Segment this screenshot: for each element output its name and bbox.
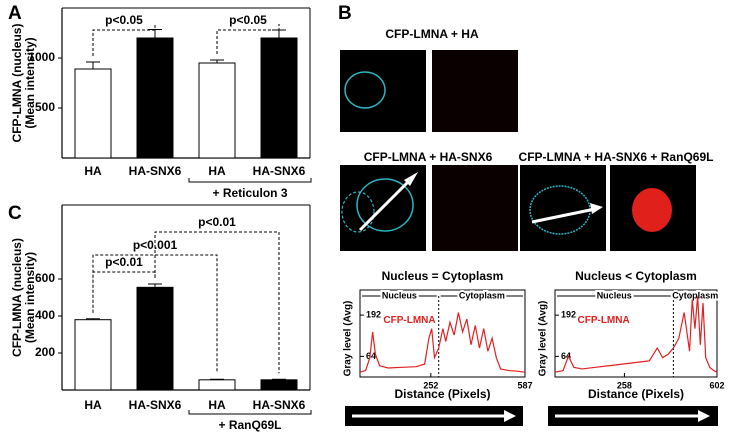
x-tick-label: HA-SNX6 [253, 398, 306, 412]
bar [198, 379, 236, 391]
y-axis-label: CFP-LMNA (nucleus) [10, 24, 24, 143]
y-axis-label: Gray level (Avg) [343, 301, 354, 377]
region-label: Nucleus [597, 290, 632, 300]
panel-label: A [8, 3, 22, 24]
x-axis-label: Distance (Pixels) [588, 387, 684, 401]
region-label: Cytoplasm [459, 290, 505, 300]
micrographs [340, 50, 718, 426]
x-tick-label: 602 [709, 380, 724, 390]
group-bracket [188, 410, 312, 415]
region-label: Nucleus [382, 290, 417, 300]
y-axis-label: (Mean intensity) [23, 252, 37, 343]
y-tick-label: 192 [561, 310, 576, 320]
image-title: CFP-LMNA + HA-SNX6 [364, 150, 493, 164]
series-label: CFP-LMNA [383, 315, 435, 326]
significance-bracket [92, 254, 218, 374]
profile-line [554, 296, 718, 373]
group-label: + Reticulon 3 [212, 186, 287, 200]
y-tick-label: 1000 [28, 50, 55, 64]
group-label: + RanQ69L [218, 418, 281, 432]
region-label: Cytoplasm [672, 290, 718, 300]
x-tick-label: 252 [423, 380, 438, 390]
y-tick-label: 192 [366, 310, 381, 320]
y-tick-label: 600 [35, 271, 55, 285]
panel-label: C [8, 203, 22, 224]
bar [136, 286, 174, 391]
bar [74, 319, 112, 391]
y-tick-label: 200 [35, 345, 55, 359]
x-tick-label: HA [208, 398, 226, 412]
image-title: CFP-LMNA + HA-SNX6 + RanQ69L [519, 150, 714, 164]
group-bracket [188, 178, 312, 183]
significance-label: p<0.05 [229, 13, 267, 27]
plot-frame [554, 289, 718, 378]
bar [74, 68, 112, 159]
x-axis-label: Distance (Pixels) [394, 387, 490, 401]
significance-label: p<0.01 [105, 255, 143, 269]
profile-line [359, 312, 526, 373]
y-axis-label: CFP-LMNA (nucleus) [10, 238, 24, 357]
chart-title: Nucleus < Cytoplasm [575, 269, 697, 283]
y-tick-label: 500 [35, 100, 55, 114]
x-tick-label: HA-SNX6 [129, 164, 182, 178]
x-tick-label: HA [208, 164, 226, 178]
x-tick-label: HA [84, 398, 102, 412]
significance-bracket [92, 23, 156, 56]
panel-label: B [338, 3, 352, 24]
series-label: CFP-LMNA [577, 315, 629, 326]
x-tick-label: HA [84, 164, 102, 178]
chart-title: Nucleus = Cytoplasm [382, 269, 504, 283]
bar [260, 379, 298, 391]
y-tick-label: 64 [366, 351, 376, 361]
y-tick-label: 64 [561, 351, 571, 361]
y-axis-label: (Mean intensity) [23, 37, 37, 128]
bar [260, 37, 298, 159]
bar [136, 37, 174, 159]
x-tick-label: HA-SNX6 [129, 398, 182, 412]
x-tick-label: HA-SNX6 [253, 164, 306, 178]
y-tick-label: 400 [35, 308, 55, 322]
significance-label: p<0.01 [198, 215, 236, 229]
x-tick-label: 258 [617, 380, 632, 390]
significance-label: p<0.05 [105, 13, 143, 27]
plot-frame [359, 289, 526, 378]
x-tick-label: 587 [517, 380, 532, 390]
bar [198, 62, 236, 159]
significance-bracket [154, 231, 280, 374]
image-title: CFP-LMNA + HA [385, 27, 479, 41]
y-axis-label: Gray level (Avg) [538, 301, 549, 377]
significance-bracket [216, 24, 280, 54]
